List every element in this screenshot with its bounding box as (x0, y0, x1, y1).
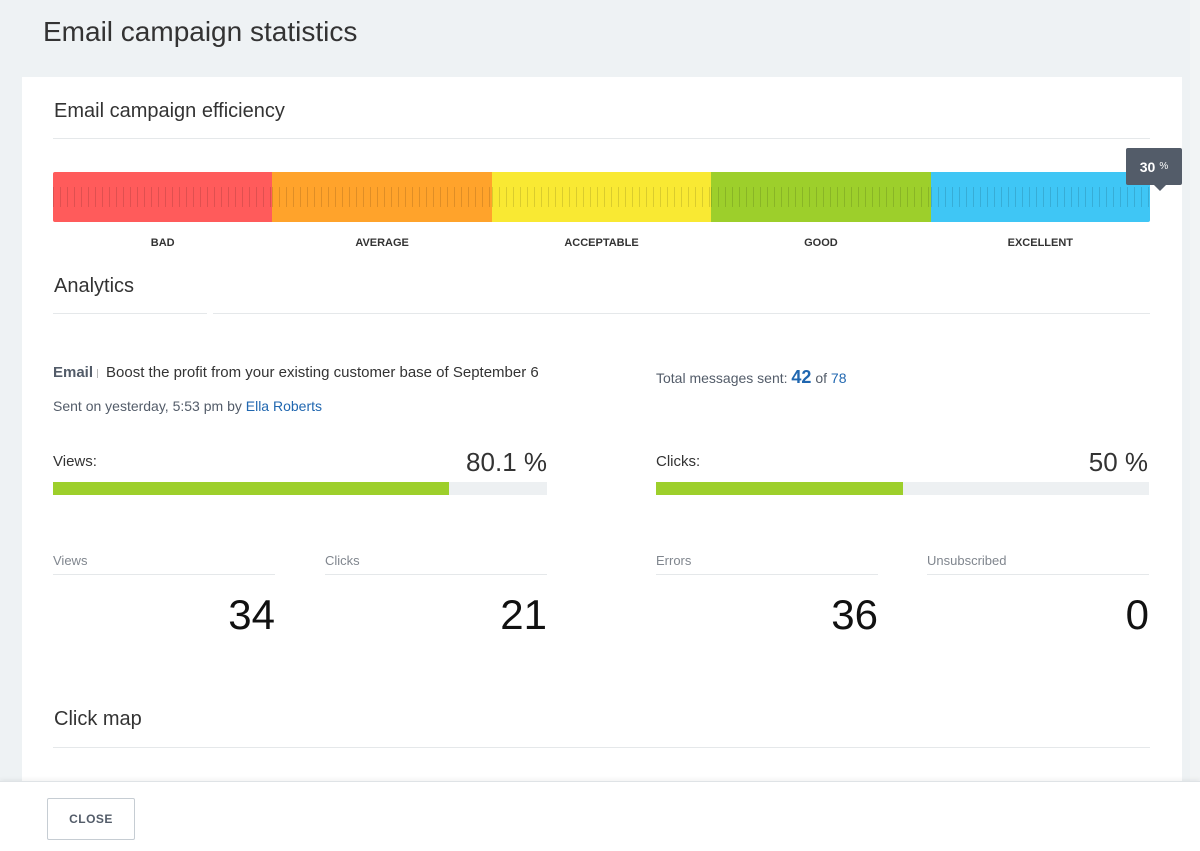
meter-label: GOOD (804, 237, 838, 249)
meter-labels: BAD AVERAGE ACCEPTABLE GOOD EXCELLENT (53, 237, 1150, 249)
email-label: Email (53, 364, 94, 381)
clicks-rate-value: 50 % (1088, 447, 1148, 477)
meter-label: EXCELLENT (1007, 237, 1074, 249)
stat-label: Views (53, 553, 275, 575)
clicks-progress-bar (656, 482, 1149, 495)
separator (97, 368, 99, 378)
divider (53, 747, 1150, 748)
click-map-section-title: Click map (54, 708, 142, 730)
efficiency-section-title: Email campaign efficiency (54, 100, 285, 122)
total-prefix: Total messages sent: (656, 370, 788, 386)
email-subject: Boost the profit from your existing cust… (106, 364, 539, 381)
views-progress-fill (53, 482, 449, 495)
sent-info: Sent on yesterday, 5:53 pm by Ella Rober… (53, 398, 322, 414)
stat-views: Views 34 (53, 553, 275, 639)
meter-segment-average (272, 172, 493, 222)
stat-label: Clicks (325, 553, 547, 575)
stat-value: 0 (1125, 591, 1149, 638)
stat-value: 36 (831, 591, 878, 638)
meter-segment-acceptable (491, 172, 712, 222)
clicks-progress-fill (656, 482, 903, 495)
clicks-rate-label: Clicks: (656, 453, 701, 470)
meter-label: BAD (150, 237, 175, 249)
footer-bar: CLOSE (0, 781, 1200, 851)
total-sent: 42 (791, 367, 812, 387)
views-progress-bar (53, 482, 547, 495)
efficiency-value-tooltip: 30 % (1126, 148, 1182, 191)
stat-label: Errors (656, 553, 878, 575)
total-messages: Total messages sent: 42 of 78 (656, 367, 846, 388)
total-all-link[interactable]: 78 (830, 370, 847, 386)
views-rate-label: Views: (53, 453, 97, 470)
efficiency-unit: % (1159, 161, 1169, 172)
sent-prefix: Sent on yesterday, 5:53 pm by (53, 398, 242, 414)
stat-label: Unsubscribed (927, 553, 1149, 575)
meter-label: AVERAGE (355, 237, 409, 249)
stat-clicks: Clicks 21 (325, 553, 547, 639)
views-rate-value: 80.1 % (466, 447, 547, 477)
stat-value: 34 (228, 591, 275, 638)
meter-segment-excellent (930, 172, 1150, 222)
meter-segment-bad (53, 172, 273, 222)
divider (53, 313, 207, 314)
efficiency-value: 30 (1139, 158, 1156, 175)
stat-value: 21 (500, 591, 547, 638)
meter-label: ACCEPTABLE (564, 237, 639, 249)
efficiency-meter (53, 172, 1150, 222)
stat-errors: Errors 36 (656, 553, 878, 639)
divider (53, 138, 1150, 139)
page-title: Email campaign statistics (43, 16, 358, 47)
close-button[interactable]: CLOSE (47, 798, 135, 840)
sender-link[interactable]: Ella Roberts (245, 398, 323, 414)
total-of: of (815, 370, 828, 386)
scrollbar[interactable] (1190, 0, 1200, 781)
email-subject-line: Email Boost the profit from your existing… (53, 364, 548, 381)
meter-segment-good (711, 172, 932, 222)
analytics-section-title: Analytics (54, 275, 135, 297)
stat-unsubscribed: Unsubscribed 0 (927, 553, 1149, 639)
statistics-panel: Email campaign efficiency BAD AVERAGE AC… (22, 77, 1182, 781)
divider (213, 313, 1150, 314)
